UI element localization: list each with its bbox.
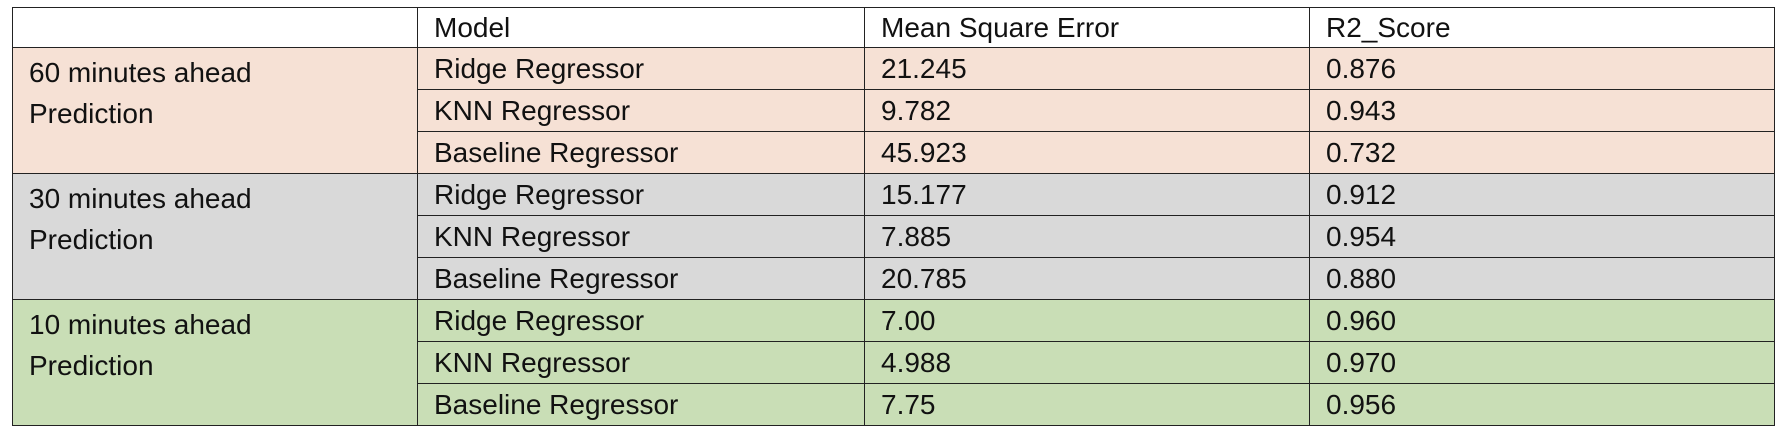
group-label-cell: 10 minutes ahead Prediction xyxy=(12,299,418,426)
header-cell-empty xyxy=(12,7,418,48)
model-cell: Baseline Regressor xyxy=(417,257,865,300)
mse-cell: 21.245 xyxy=(864,47,1310,90)
mse-cell: 20.785 xyxy=(864,257,1310,300)
table-row: Baseline Regressor 45.923 0.732 xyxy=(13,131,1775,174)
group-label-line: Prediction xyxy=(29,98,154,129)
mse-cell: 15.177 xyxy=(864,173,1310,216)
header-cell-model: Model xyxy=(417,7,865,48)
table-row: KNN Regressor 7.885 0.954 xyxy=(13,215,1775,258)
group-label-line: 10 minutes ahead xyxy=(29,309,252,340)
mse-cell: 4.988 xyxy=(864,341,1310,384)
r2-cell: 0.880 xyxy=(1309,257,1775,300)
mse-cell: 7.885 xyxy=(864,215,1310,258)
table-body: 60 minutes ahead Prediction Ridge Regres… xyxy=(12,47,1775,426)
group-label-line: Prediction xyxy=(29,224,154,255)
model-cell: Ridge Regressor xyxy=(417,299,865,342)
table-row: Baseline Regressor 7.75 0.956 xyxy=(13,383,1775,426)
r2-cell: 0.954 xyxy=(1309,215,1775,258)
table-row: KNN Regressor 9.782 0.943 xyxy=(13,89,1775,132)
mse-cell: 7.75 xyxy=(864,383,1310,426)
group-label-line: 30 minutes ahead xyxy=(29,183,252,214)
model-cell: KNN Regressor xyxy=(417,89,865,132)
model-cell: KNN Regressor xyxy=(417,215,865,258)
header-row: Model Mean Square Error R2_Score xyxy=(12,7,1775,48)
table-row: Baseline Regressor 20.785 0.880 xyxy=(13,257,1775,300)
table-row: 30 minutes ahead Prediction Ridge Regres… xyxy=(12,173,1775,300)
group-label-line: 60 minutes ahead xyxy=(29,57,252,88)
r2-cell: 0.732 xyxy=(1309,131,1775,174)
header-cell-mse: Mean Square Error xyxy=(864,7,1310,48)
group-label-cell: 60 minutes ahead Prediction xyxy=(12,47,418,174)
table-row: 10 minutes ahead Prediction Ridge Regres… xyxy=(12,299,1775,426)
model-cell: Baseline Regressor xyxy=(417,383,865,426)
table-row: 60 minutes ahead Prediction Ridge Regres… xyxy=(12,47,1775,174)
r2-cell: 0.943 xyxy=(1309,89,1775,132)
mse-cell: 7.00 xyxy=(864,299,1310,342)
model-cell: Baseline Regressor xyxy=(417,131,865,174)
r2-cell: 0.876 xyxy=(1309,47,1775,90)
header-cell-r2: R2_Score xyxy=(1309,7,1775,48)
r2-cell: 0.912 xyxy=(1309,173,1775,216)
group-label-cell: 30 minutes ahead Prediction xyxy=(12,173,418,300)
mse-cell: 45.923 xyxy=(864,131,1310,174)
results-table: Model Mean Square Error R2_Score 60 minu… xyxy=(12,7,1775,426)
model-cell: KNN Regressor xyxy=(417,341,865,384)
model-cell: Ridge Regressor xyxy=(417,47,865,90)
r2-cell: 0.956 xyxy=(1309,383,1775,426)
r2-cell: 0.970 xyxy=(1309,341,1775,384)
r2-cell: 0.960 xyxy=(1309,299,1775,342)
group-label-line: Prediction xyxy=(29,350,154,381)
model-cell: Ridge Regressor xyxy=(417,173,865,216)
mse-cell: 9.782 xyxy=(864,89,1310,132)
